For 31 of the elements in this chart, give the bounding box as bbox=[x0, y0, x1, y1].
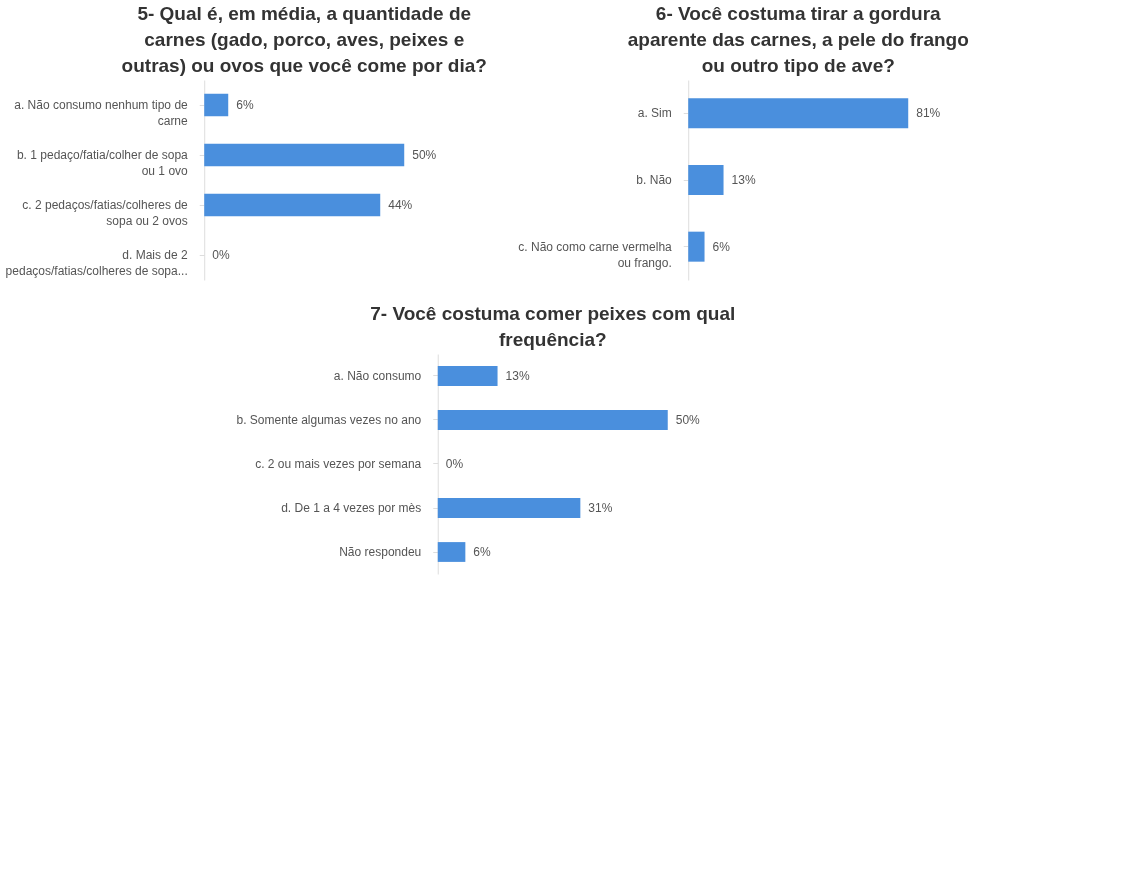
y-tick-label: b. Somente algumas vezes no ano bbox=[236, 413, 422, 427]
data-label: 31% bbox=[588, 501, 613, 515]
y-tick-label: a. Sim bbox=[637, 106, 672, 121]
data-label: 13% bbox=[731, 173, 756, 187]
chart-title: 6- Você costuma tirar a gordura aparente das carnes, a pele do frango ou outro tipo de ave? bbox=[627, 3, 969, 76]
bar bbox=[437, 410, 668, 430]
y-tick-label: c. Não como carne vermelha ou frango. bbox=[518, 239, 673, 270]
y-tick-label: a. Não consumo nenhum tipo de carne bbox=[14, 98, 189, 128]
y-tick-label: Não respondeu bbox=[339, 545, 422, 559]
y-tick-label: b. Não bbox=[636, 173, 673, 187]
y-tick-label: d. De 1 a 4 vezes por mès bbox=[281, 501, 422, 515]
data-label: 6% bbox=[473, 545, 492, 559]
y-tick-label: d. Mais de 2 pedaços/fatias/colheres de sopa... bbox=[5, 248, 189, 278]
y-tick-label: b. 1 pedaço/fatia/colher de sopa ou 1 ovo bbox=[16, 148, 189, 178]
chart-title: 7- Você costuma comer peixes com qual frequência? bbox=[370, 303, 736, 350]
data-label: 0% bbox=[212, 248, 230, 262]
data-label: 44% bbox=[388, 198, 413, 212]
data-label: 50% bbox=[675, 413, 701, 427]
data-label: 6% bbox=[236, 98, 254, 112]
data-label: 13% bbox=[505, 369, 530, 383]
y-tick-label: c. 2 pedaços/fatias/colheres de sopa ou 2 ovos bbox=[22, 198, 189, 228]
y-tick-label: c. 2 ou mais vezes por semana bbox=[255, 457, 422, 471]
chart-title: 5- Qual é, em média, a quantidade de carnes (gado, porco, aves, peixes e outras) ou ovos que você come por dia? bbox=[121, 3, 487, 76]
bar bbox=[437, 366, 498, 386]
data-label: 81% bbox=[916, 106, 941, 121]
bar bbox=[437, 542, 466, 562]
data-label: 6% bbox=[712, 239, 731, 254]
bar bbox=[437, 498, 581, 518]
data-label: 50% bbox=[412, 148, 437, 162]
y-tick-label: a. Não consumo bbox=[333, 369, 422, 383]
data-label: 0% bbox=[445, 457, 464, 471]
